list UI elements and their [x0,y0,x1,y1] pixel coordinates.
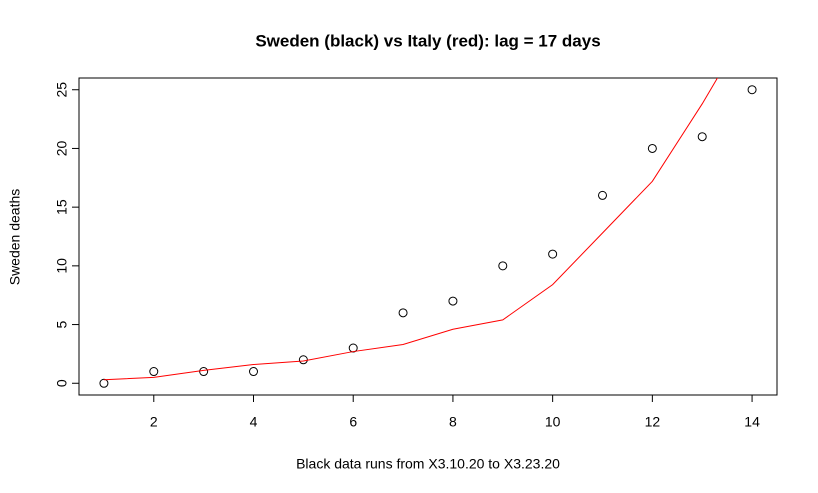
data-point [747,85,757,95]
data-point [398,308,408,318]
x-tick-label: 2 [150,414,158,430]
data-point [498,261,508,271]
x-tick-label: 14 [744,414,760,430]
y-tick-label: 25 [54,82,70,98]
y-tick-label: 5 [54,320,70,328]
data-point [598,190,607,200]
data-point [249,367,258,377]
data-line [103,78,719,381]
x-tick-label: 8 [449,414,457,430]
data-point [697,132,707,142]
y-tick-label: 15 [54,199,70,215]
y-tick-label: 10 [54,258,70,274]
data-point [298,355,308,365]
x-tick-label: 4 [250,414,258,430]
x-tick-label: 10 [545,414,561,430]
data-point [647,143,657,153]
plot-area [99,78,757,388]
x-axis-label: Black data runs from X3.10.20 to X3.23.2… [296,456,560,472]
y-axis-label: Sweden deaths [7,189,23,286]
x-tick-label: 6 [349,414,357,430]
data-point [149,367,159,377]
x-tick-label: 12 [645,414,661,430]
plot-frame [78,77,778,396]
data-point [99,378,109,388]
data-point [199,367,209,377]
y-tick-label: 0 [54,379,70,387]
chart-title: Sweden (black) vs Italy (red): lag = 17 … [255,31,600,50]
data-point [548,249,558,259]
data-point [448,296,458,306]
y-tick-label: 20 [54,140,70,156]
